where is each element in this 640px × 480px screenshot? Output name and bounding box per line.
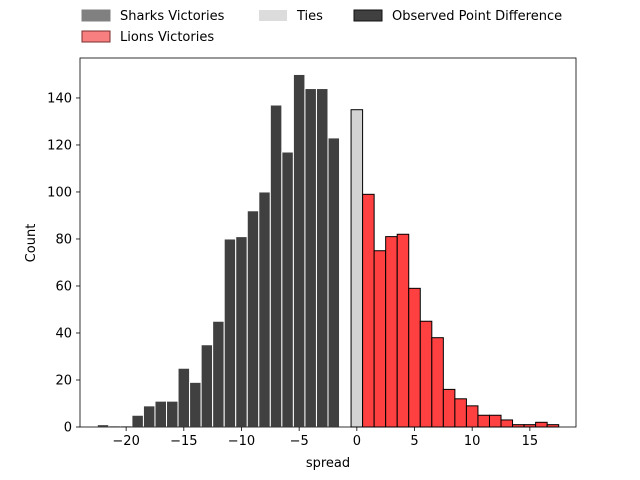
histogram-bar <box>177 367 191 428</box>
histogram-bar <box>189 381 202 428</box>
y-tick-label: 120 <box>47 138 72 153</box>
y-tick-label: 0 <box>64 421 72 436</box>
histogram-bar <box>223 238 237 428</box>
histogram-bar <box>488 414 502 428</box>
x-tick-label: 0 <box>353 434 361 449</box>
histogram-bar <box>477 414 490 428</box>
histogram-bar <box>454 398 467 428</box>
histogram-bar <box>304 88 317 428</box>
plot-frame <box>79 57 577 428</box>
histogram-bar <box>235 236 248 428</box>
y-tick-label: 20 <box>55 373 72 388</box>
histogram-bar <box>385 236 398 428</box>
histogram-bar <box>212 320 225 428</box>
x-tick-label: −20 <box>112 434 139 449</box>
x-tick-label: 5 <box>410 434 418 449</box>
legend-swatch-lions <box>81 30 111 43</box>
histogram-bar <box>281 151 294 428</box>
x-tick-label: 10 <box>464 434 481 449</box>
x-tick-label: −5 <box>290 434 309 449</box>
y-tick-label: 60 <box>55 279 72 294</box>
x-axis-label: spread <box>306 456 350 471</box>
histogram-bar <box>419 320 433 428</box>
y-tick-label: 100 <box>47 185 72 200</box>
histogram-bar <box>131 414 144 428</box>
histogram-bar <box>362 193 375 428</box>
legend-label-lions: Lions Victories <box>120 30 214 45</box>
histogram-bar <box>465 405 479 428</box>
histogram-bar <box>246 210 260 428</box>
histogram-bar <box>142 405 156 428</box>
legend-swatch-sharks <box>81 9 111 22</box>
histogram-bar <box>500 419 514 428</box>
legend-swatch-observed <box>353 9 383 22</box>
y-tick-label: 40 <box>55 326 72 341</box>
histogram-bar <box>292 73 306 428</box>
legend-label-sharks: Sharks Victories <box>120 9 225 24</box>
bars-group <box>85 73 560 428</box>
histogram-bar <box>315 88 329 428</box>
y-axis-label: Count <box>24 224 39 263</box>
histogram-bar <box>200 344 214 428</box>
y-tick-label: 80 <box>55 232 72 247</box>
y-tick-label: 140 <box>47 91 72 106</box>
histogram-bar <box>269 104 283 428</box>
histogram-bar <box>350 109 364 428</box>
legend-swatch-ties <box>259 10 287 21</box>
histogram-bar <box>408 287 421 428</box>
legend: Sharks Victories Lions Victories Ties Ob… <box>81 9 562 45</box>
x-tick-label: 15 <box>522 434 539 449</box>
histogram-bar <box>396 233 410 428</box>
x-tick-label: −15 <box>170 434 197 449</box>
histogram-bar <box>442 388 456 428</box>
histogram-bar <box>535 421 548 428</box>
histogram-bar <box>327 137 341 428</box>
legend-label-ties: Ties <box>296 9 323 24</box>
histogram-bar <box>258 191 271 428</box>
histogram-bar <box>373 250 387 428</box>
histogram-bar <box>154 400 168 428</box>
ticks-group: −20 −15 −10 −5 0 5 10 15 0 20 40 60 80 100 120 140 <box>47 91 538 449</box>
histogram-bar <box>431 337 444 428</box>
legend-label-observed: Observed Point Difference <box>392 9 562 24</box>
histogram-bar <box>166 400 179 428</box>
x-tick-label: −10 <box>228 434 255 449</box>
